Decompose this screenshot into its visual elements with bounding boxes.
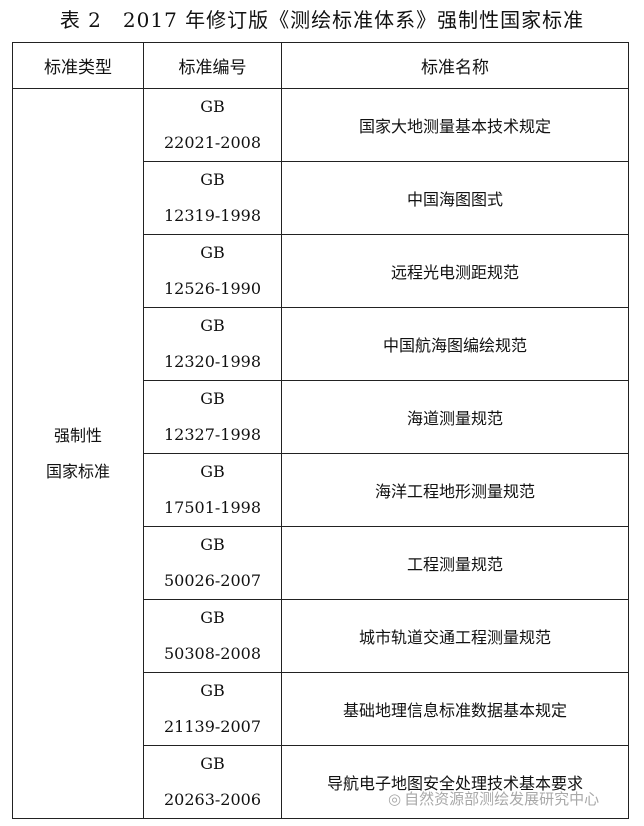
- code-prefix: GB: [200, 535, 225, 554]
- header-row: 标准类型 标准编号 标准名称: [12, 42, 629, 89]
- standard-code: GB 21139-2007: [143, 672, 282, 746]
- table-row: GB 12319-1998 中国海图图式: [13, 161, 629, 235]
- code-number: 22021-2008: [163, 133, 262, 152]
- watermark-text: 自然资源部测绘发展研究中心: [404, 790, 600, 808]
- standard-name: 中国海图图式: [281, 161, 629, 235]
- standard-name: 远程光电测距规范: [281, 234, 629, 308]
- standard-code: GB 12327-1998: [143, 380, 282, 454]
- standard-name: 导航电子地图安全处理技术基本要求: [281, 745, 629, 819]
- table-row: GB 12327-1998 海道测量规范: [13, 380, 629, 454]
- standard-name: 基础地理信息标准数据基本规定: [281, 672, 629, 746]
- code-number: 50308-2008: [163, 644, 262, 663]
- standard-code: GB 12526-1990: [143, 234, 282, 308]
- header-type: 标准类型: [12, 42, 144, 89]
- type-line: 强制性: [53, 425, 102, 445]
- code-number: 20263-2006: [163, 790, 262, 809]
- header-name: 标准名称: [281, 42, 629, 89]
- standards-table: 标准类型 标准编号 标准名称 强制性国家标准 GB 22021-2008 国家大地测量…: [12, 42, 629, 819]
- type-line: 国家标准: [45, 461, 110, 481]
- standard-name: 城市轨道交通工程测量规范: [281, 599, 629, 673]
- standard-name: 国家大地测量基本技术规定: [281, 88, 629, 162]
- code-prefix: GB: [200, 316, 225, 335]
- watermark: ◎ 自然资源部测绘发展研究中心: [388, 788, 602, 809]
- standard-name: 海道测量规范: [281, 380, 629, 454]
- standard-code: GB 22021-2008: [143, 88, 282, 162]
- code-prefix: GB: [200, 608, 225, 627]
- code-number: 12319-1998: [163, 206, 262, 225]
- code-prefix: GB: [200, 243, 225, 262]
- code-prefix: GB: [200, 754, 225, 773]
- table-row: GB 17501-1998 海洋工程地形测量规范: [13, 453, 629, 527]
- header-code: 标准编号: [143, 42, 282, 89]
- table-row: GB 50308-2008 城市轨道交通工程测量规范: [13, 599, 629, 673]
- code-prefix: GB: [200, 170, 225, 189]
- standard-name: 海洋工程地形测量规范: [281, 453, 629, 527]
- table-row: 强制性国家标准 GB 22021-2008 国家大地测量基本技术规定: [12, 88, 629, 819]
- table-row: GB 12526-1990 远程光电测距规范: [13, 234, 629, 308]
- code-prefix: GB: [200, 97, 225, 116]
- code-prefix: GB: [200, 681, 225, 700]
- standard-code: GB 12320-1998: [143, 307, 282, 381]
- wechat-icon: ◎: [388, 790, 402, 808]
- table-row: GB 20263-2006 导航电子地图安全处理技术基本要求: [13, 745, 629, 819]
- standard-name: 工程测量规范: [281, 526, 629, 600]
- table-title: 表 2 2017 年修订版《测绘标准体系》强制性国家标准: [59, 8, 585, 32]
- standard-code: GB 50308-2008: [143, 599, 282, 673]
- code-number: 17501-1998: [163, 498, 262, 517]
- standard-code: GB 50026-2007: [143, 526, 282, 600]
- code-number: 12526-1990: [163, 279, 262, 298]
- code-number: 12320-1998: [163, 352, 262, 371]
- standard-code: GB 20263-2006: [143, 745, 282, 819]
- table-row: GB 21139-2007 基础地理信息标准数据基本规定: [13, 672, 629, 746]
- standard-type: 强制性 国家标准: [12, 88, 144, 819]
- table-row: GB 12320-1998 中国航海图编绘规范: [13, 307, 629, 381]
- standard-name: 中国航海图编绘规范: [281, 307, 629, 381]
- code-prefix: GB: [200, 462, 225, 481]
- code-number: 21139-2007: [163, 717, 262, 736]
- code-prefix: GB: [200, 389, 225, 408]
- standard-code: GB 17501-1998: [143, 453, 282, 527]
- code-number: 12327-1998: [163, 425, 262, 444]
- code-number: 50026-2007: [163, 571, 262, 590]
- standard-code: GB 12319-1998: [143, 161, 282, 235]
